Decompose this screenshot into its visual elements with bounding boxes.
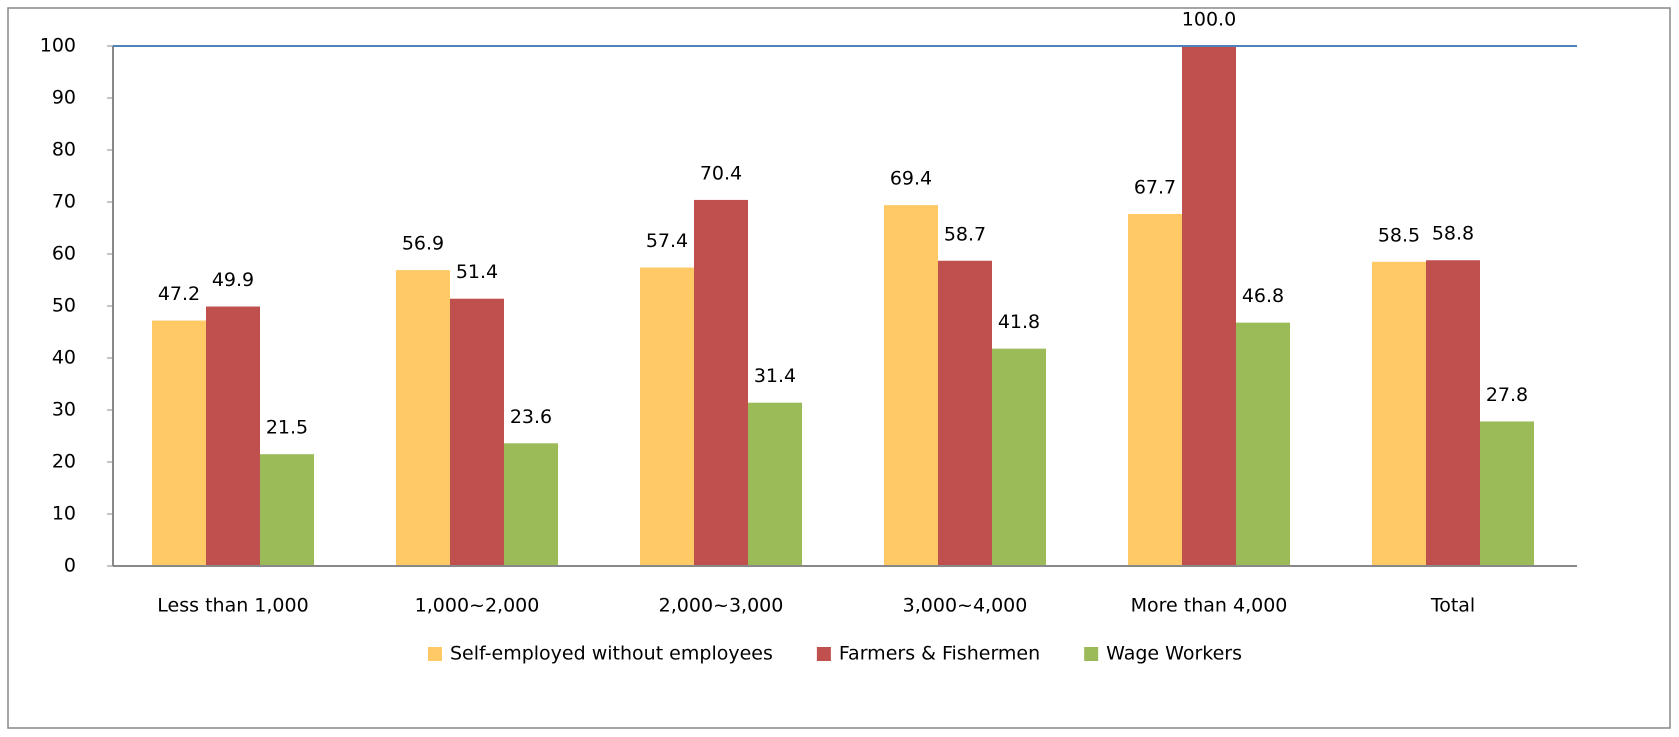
x-tick-label: 1,000~2,000 (415, 595, 540, 617)
data-label: 41.8 (998, 311, 1040, 333)
data-label: 46.8 (1242, 285, 1284, 307)
legend-swatch (427, 647, 442, 661)
y-tick-label: 0 (64, 555, 76, 577)
x-tick-label: 2,000~3,000 (659, 595, 784, 617)
bar (504, 443, 558, 566)
x-tick-label: 3,000~4,000 (903, 595, 1028, 617)
legend-swatch (816, 647, 831, 661)
bar (1236, 322, 1290, 566)
legend-label: Self-employed without employees (450, 643, 773, 665)
bar (1182, 46, 1236, 566)
y-tick-label: 70 (52, 191, 76, 213)
data-label: 67.7 (1134, 176, 1176, 198)
bar (748, 402, 802, 566)
data-label: 70.4 (700, 162, 742, 184)
bar (396, 270, 450, 566)
legend-label: Farmers & Fishermen (839, 643, 1040, 665)
data-label: 58.7 (944, 223, 986, 245)
bar (152, 320, 206, 566)
x-tick-label: Total (1430, 595, 1475, 617)
bar (938, 260, 992, 566)
data-label: 49.9 (212, 269, 254, 291)
bar (884, 205, 938, 566)
data-label: 51.4 (456, 261, 498, 283)
y-tick-label: 80 (52, 139, 76, 161)
y-tick-label: 30 (52, 399, 76, 421)
bar (1372, 261, 1426, 566)
bar (260, 454, 314, 566)
data-label: 31.4 (754, 365, 796, 387)
bar (1426, 260, 1480, 566)
legend-swatch (1084, 647, 1099, 661)
x-tick-label: Less than 1,000 (157, 595, 308, 617)
data-label: 21.5 (266, 417, 308, 439)
data-label: 27.8 (1486, 384, 1528, 406)
data-label: 57.4 (646, 230, 688, 252)
bar (206, 306, 260, 566)
y-tick-label: 60 (52, 243, 76, 265)
data-label: 69.4 (890, 168, 932, 190)
bar (640, 267, 694, 566)
bar (1128, 213, 1182, 566)
y-tick-label: 20 (52, 451, 76, 473)
data-label: 58.5 (1378, 224, 1420, 246)
y-tick-label: 90 (52, 87, 76, 109)
data-label: 58.8 (1432, 223, 1474, 245)
y-tick-label: 100 (40, 35, 76, 57)
bar (1480, 421, 1534, 566)
data-label: 23.6 (510, 406, 552, 428)
legend-label: Wage Workers (1106, 643, 1242, 665)
y-tick-label: 40 (52, 347, 76, 369)
data-label: 47.2 (158, 283, 200, 305)
y-tick-label: 50 (52, 295, 76, 317)
data-label: 56.9 (402, 233, 444, 255)
bar (992, 348, 1046, 566)
bar (450, 298, 504, 566)
x-tick-label: More than 4,000 (1131, 595, 1288, 617)
y-tick-label: 10 (52, 503, 76, 525)
bar (694, 199, 748, 567)
data-label: 100.0 (1182, 9, 1236, 31)
